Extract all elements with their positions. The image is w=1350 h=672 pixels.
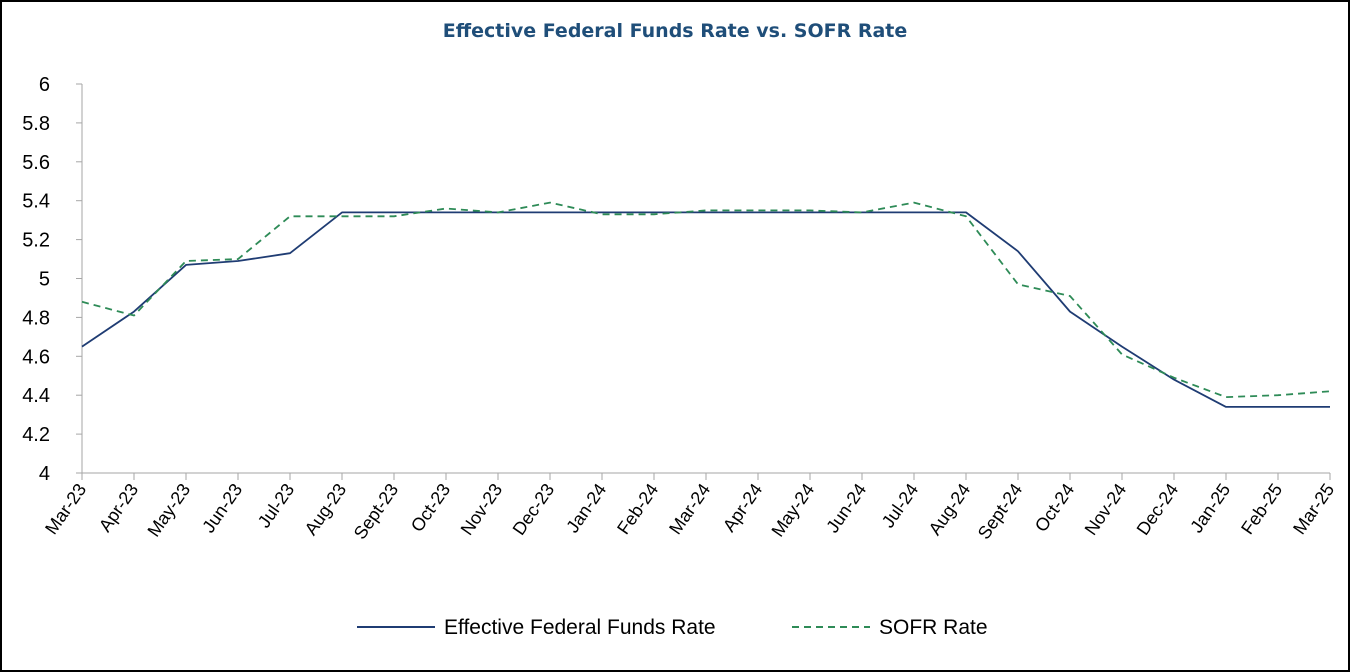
x-axis: Mar-23 Apr-23 May-23 Jun-23 Jul-23 Aug-23 Sept… [41,472,1338,543]
data-point-sofr-rate [1173,377,1175,379]
y-tick-label: 4.6 [22,346,50,368]
y-axis: 4 4.2 4.4 4.6 4.8 5 5.2 5.4 5.6 5.8 6 [22,74,83,485]
data-point-effective-federal-funds-rate [1017,250,1019,252]
series-line-effective-federal-funds-rate [81,211,1330,408]
data-point-effective-federal-funds-rate [1121,346,1123,348]
y-tick-label: 5.8 [22,113,50,135]
data-point-effective-federal-funds-rate [81,346,83,348]
data-point-sofr-rate [1069,295,1071,297]
data-point-effective-federal-funds-rate [965,211,967,213]
x-tick-label: Mar-23 [41,480,90,538]
x-tick-label: May-23 [143,480,194,541]
y-tick-label: 5.4 [22,191,50,213]
data-point-effective-federal-funds-rate [289,252,291,254]
y-tick-label: 4.2 [22,424,50,446]
data-point-sofr-rate [549,202,551,204]
y-tick-label: 4.8 [22,307,50,329]
x-tick-label: Oct-24 [1031,480,1078,536]
chart-title: Effective Federal Funds Rate vs. SOFR Ra… [443,20,908,42]
legend-label-effective-federal-funds-rate: Effective Federal Funds Rate [444,616,716,639]
y-tick-label: 5.2 [22,230,50,252]
data-point-sofr-rate [497,211,499,213]
x-tick-label: Aug-23 [301,480,351,539]
data-point-effective-federal-funds-rate [653,211,655,213]
data-point-sofr-rate [289,215,291,217]
x-tick-label: Jun-23 [198,480,246,537]
x-tick-label: Dec-24 [1133,480,1183,539]
y-tick-label: 4 [39,463,50,485]
data-point-effective-federal-funds-rate [1173,379,1175,381]
data-point-effective-federal-funds-rate [445,211,447,213]
data-point-effective-federal-funds-rate [601,211,603,213]
data-point-sofr-rate [913,202,915,204]
x-tick-label: Mar-24 [665,480,714,538]
data-point-sofr-rate [1225,396,1227,398]
x-tick-label: Jan-25 [1186,480,1234,537]
data-point-sofr-rate [185,260,187,262]
x-tick-label: Jul-24 [878,480,923,532]
data-point-sofr-rate [601,213,603,215]
x-tick-label: Dec-23 [509,480,559,539]
x-tick-label: Apr-24 [719,480,766,536]
x-tick-label: Aug-24 [925,480,975,539]
x-tick-label: Jul-23 [254,480,299,532]
x-tick-label: Sept-24 [974,480,1027,543]
data-point-sofr-rate [237,258,239,260]
data-point-effective-federal-funds-rate [341,211,343,213]
x-tick-label: Apr-23 [95,480,142,536]
data-point-effective-federal-funds-rate [549,211,551,213]
data-point-sofr-rate [393,215,395,217]
data-point-effective-federal-funds-rate [913,211,915,213]
data-point-sofr-rate [445,207,447,209]
data-point-sofr-rate [757,209,759,211]
data-point-effective-federal-funds-rate [1329,406,1331,408]
data-point-sofr-rate [341,215,343,217]
y-tick-label: 6 [39,74,50,96]
data-point-effective-federal-funds-rate [237,260,239,262]
data-point-effective-federal-funds-rate [393,211,395,213]
legend: Effective Federal Funds Rate SOFR Rate [357,616,988,639]
data-point-sofr-rate [81,301,83,303]
y-tick-label: 5.6 [22,152,50,174]
x-tick-label: Nov-23 [457,480,507,539]
data-point-effective-federal-funds-rate [133,311,135,313]
x-tick-label: Jun-24 [822,480,870,537]
x-tick-label: Feb-25 [1237,480,1286,538]
y-tick-label: 4.4 [22,385,50,407]
x-tick-label: Nov-24 [1081,480,1131,539]
data-point-sofr-rate [1277,394,1279,396]
y-tick-label: 5 [39,269,50,291]
legend-label-sofr-rate: SOFR Rate [879,616,988,639]
data-point-effective-federal-funds-rate [1277,406,1279,408]
x-tick-label: Sept-23 [350,480,403,543]
data-point-sofr-rate [1017,283,1019,285]
data-point-sofr-rate [705,209,707,211]
data-point-effective-federal-funds-rate [809,211,811,213]
data-point-sofr-rate [965,215,967,217]
x-tick-label: Oct-23 [407,480,454,536]
data-point-effective-federal-funds-rate [1069,311,1071,313]
series-layer [81,201,1331,408]
data-point-sofr-rate [1121,353,1123,355]
x-tick-label: Jan-24 [562,480,610,537]
data-point-effective-federal-funds-rate [185,264,187,266]
data-point-sofr-rate [1329,390,1331,392]
data-point-effective-federal-funds-rate [1225,406,1227,408]
series-line-sofr-rate [81,201,1331,399]
data-point-sofr-rate [809,209,811,211]
data-point-sofr-rate [861,211,863,213]
x-tick-label: Feb-24 [613,480,662,538]
x-tick-label: May-24 [767,480,818,541]
data-point-effective-federal-funds-rate [757,211,759,213]
x-tick-label: Mar-25 [1289,480,1338,538]
data-point-effective-federal-funds-rate [705,211,707,213]
data-point-sofr-rate [133,314,135,316]
data-point-sofr-rate [653,213,655,215]
